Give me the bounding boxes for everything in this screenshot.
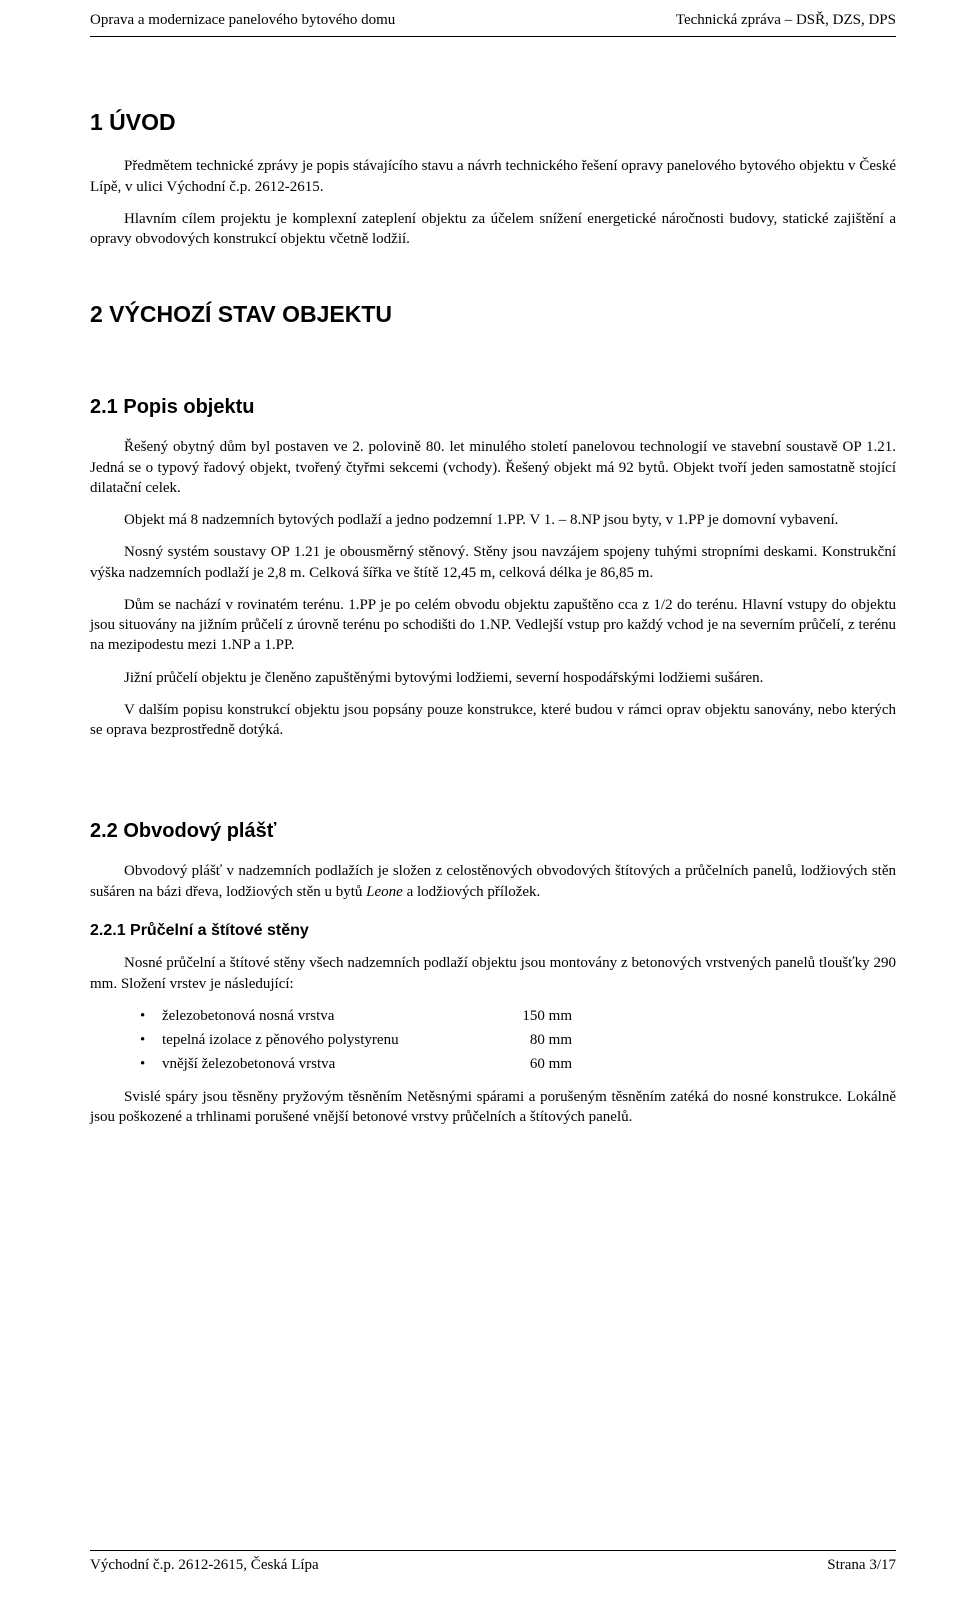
- bullet-value: 80 mm: [502, 1030, 572, 1050]
- heading-2-1-popis: 2.1 Popis objektu: [90, 394, 896, 421]
- bullet-label: tepelná izolace z pěnového polystyrenu: [162, 1030, 502, 1050]
- para-2-1-4: Dům se nachází v rovinatém terénu. 1.PP …: [90, 595, 896, 656]
- para-2-2-1-1: Nosné průčelní a štítové stěny všech nad…: [90, 953, 896, 994]
- footer-left: Východní č.p. 2612-2615, Česká Lípa: [90, 1555, 319, 1575]
- header-left: Oprava a modernizace panelového bytového…: [90, 10, 395, 30]
- list-item: vnější železobetonová vrstva 60 mm: [90, 1054, 896, 1074]
- para-2-1-2: Objekt má 8 nadzemních bytových podlaží …: [90, 510, 896, 530]
- bullet-value: 150 mm: [502, 1006, 572, 1026]
- bullet-label: vnější železobetonová vrstva: [162, 1054, 502, 1074]
- para-2-1-3: Nosný systém soustavy OP 1.21 je obousmě…: [90, 542, 896, 583]
- para-2-2-1: Obvodový plášť v nadzemních podlažích je…: [90, 861, 896, 902]
- spacer: [90, 261, 896, 299]
- bullet-label: železobetonová nosná vrstva: [162, 1006, 502, 1026]
- para-2-2-1b: a lodžiových příložek.: [403, 884, 540, 900]
- para-2-1-5: Jižní průčelí objektu je členěno zapuště…: [90, 668, 896, 688]
- para-2-1-6: V dalším popisu konstrukcí objektu jsou …: [90, 700, 896, 741]
- heading-2-2-1-prucelni: 2.2.1 Průčelní a štítové stěny: [90, 920, 896, 942]
- header-rule: [90, 36, 896, 37]
- heading-1-uvod: 1 ÚVOD: [90, 107, 896, 138]
- list-item: železobetonová nosná vrstva 150 mm: [90, 1006, 896, 1026]
- page-header: Oprava a modernizace panelového bytového…: [90, 10, 896, 30]
- bullet-list-layers: železobetonová nosná vrstva 150 mm tepel…: [90, 1006, 896, 1075]
- spacer: [90, 752, 896, 790]
- para-2-2-1-2: Svislé spáry jsou těsněny pryžovým těsně…: [90, 1087, 896, 1128]
- list-item: tepelná izolace z pěnového polystyrenu 8…: [90, 1030, 896, 1050]
- heading-2-2-obvodovy-plast: 2.2 Obvodový plášť: [90, 818, 896, 845]
- para-1-2: Hlavním cílem projektu je komplexní zate…: [90, 209, 896, 250]
- italic-leone: Leone: [366, 884, 403, 900]
- page-footer: Východní č.p. 2612-2615, Česká Lípa Stra…: [90, 1550, 896, 1575]
- heading-2-vychozi-stav: 2 VÝCHOZÍ STAV OBJEKTU: [90, 299, 896, 330]
- bullet-value: 60 mm: [502, 1054, 572, 1074]
- footer-right: Strana 3/17: [827, 1555, 896, 1575]
- spacer: [90, 348, 896, 366]
- para-1-1: Předmětem technické zprávy je popis stáv…: [90, 156, 896, 197]
- para-2-1-1: Řešený obytný dům byl postaven ve 2. pol…: [90, 437, 896, 498]
- header-right: Technická zpráva – DSŘ, DZS, DPS: [676, 10, 896, 30]
